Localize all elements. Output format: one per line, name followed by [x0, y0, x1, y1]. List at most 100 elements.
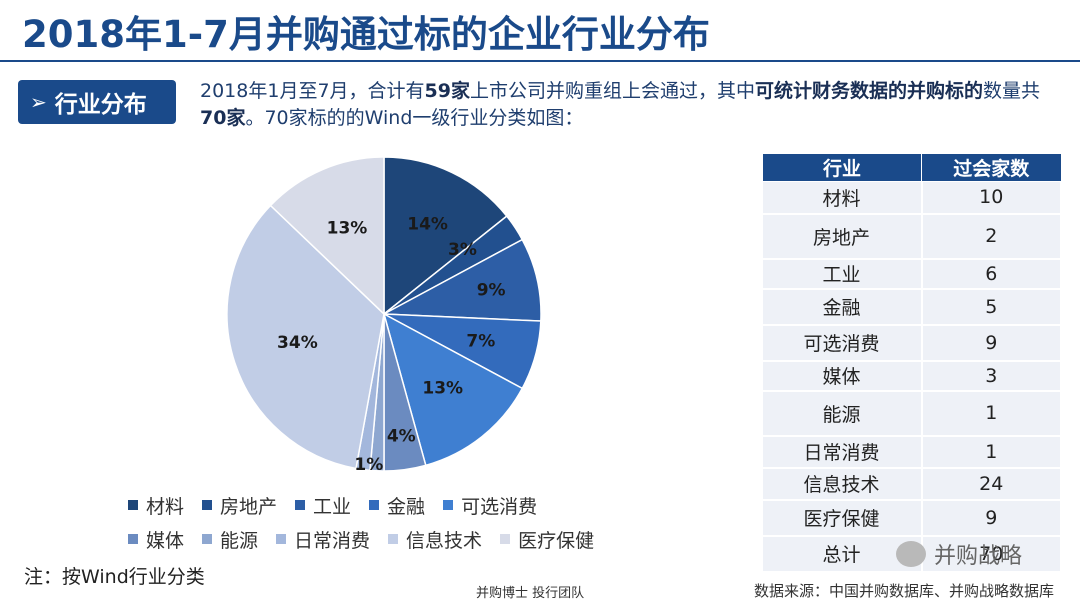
legend-swatch: [369, 500, 380, 510]
intro-bold-2: 可统计财务数据的并购标的: [755, 80, 984, 102]
legend-item: 信息技术: [388, 526, 482, 553]
intro-part-1: 2018年1月至7月，合计有: [200, 80, 425, 102]
intro-text: 2018年1月至7月，合计有59家上市公司并购重组上会通过，其中可统计财务数据的…: [200, 78, 1060, 132]
table-row: 医疗保健 9: [762, 499, 1062, 537]
footnote: 注：按Wind行业分类: [24, 566, 205, 588]
legend-swatch: [128, 534, 138, 544]
legend-row: 材料 房地产 工业 金融 可选消费: [128, 488, 658, 522]
count-cell: 1: [921, 390, 1062, 437]
pie-data-label: 13%: [327, 218, 368, 238]
page-title: 2018年1-7月并购通过标的企业行业分布: [22, 13, 710, 56]
count-cell: 9: [921, 324, 1062, 362]
intro-part-4: 。70家标的的Wind一级行业分类如图：: [245, 107, 584, 129]
table-row: 信息技术 24: [762, 467, 1062, 501]
pie-slice-10: [269, 156, 385, 316]
industry-cell: 可选消费: [762, 324, 923, 362]
table-row: 总计 70: [762, 535, 1062, 573]
pie-data-label: 9%: [477, 281, 506, 301]
table-header-count: 过会家数: [921, 153, 1062, 182]
watermark: 并购战略: [896, 538, 1022, 570]
pie-data-label: 7%: [466, 332, 495, 352]
industry-cell: 日常消费: [762, 435, 923, 469]
legend-swatch: [443, 500, 454, 510]
count-cell: 1: [921, 435, 1062, 469]
industry-cell: 信息技术: [762, 467, 923, 501]
industry-cell: 总计: [762, 535, 923, 573]
table-row: 材料 10: [762, 181, 1062, 215]
table-row: 媒体 3: [762, 360, 1062, 392]
legend-label: 房地产: [220, 495, 278, 518]
legend-item: 日常消费: [276, 526, 370, 553]
legend-swatch: [500, 534, 511, 544]
intro-bold-1: 59家: [424, 80, 470, 102]
pie-slices: [226, 156, 542, 472]
table-row: 金融 5: [762, 288, 1062, 326]
industry-cell: 房地产: [762, 213, 923, 260]
legend-label: 金融: [387, 495, 426, 518]
legend-swatch: [202, 534, 213, 544]
pie-data-label: 14%: [407, 214, 448, 234]
pie-data-label: 4%: [387, 427, 416, 447]
industry-cell: 材料: [762, 181, 923, 215]
legend-item: 可选消费: [443, 492, 537, 519]
legend-label: 信息技术: [406, 529, 483, 552]
pie-slice-9: [226, 204, 385, 470]
table-row: 房地产 2: [762, 213, 1062, 260]
legend-swatch: [128, 500, 138, 510]
pie-slice-5: [382, 312, 524, 467]
pie-data-label: 1%: [354, 455, 383, 475]
section-tag-label: 行业分布: [54, 92, 147, 118]
table-header-industry: 行业: [762, 153, 922, 182]
count-cell: 2: [921, 213, 1062, 260]
industry-cell: 工业: [762, 258, 923, 290]
legend-label: 工业: [313, 495, 352, 518]
legend-item: 医疗保健: [500, 526, 594, 553]
pie-chart: 14%3% 9% 7% 13% 4%1% 2% 34% 13%: [226, 156, 542, 485]
title-divider: [0, 60, 1080, 62]
count-cell: 70: [921, 535, 1062, 573]
legend-label: 媒体: [146, 529, 185, 552]
count-cell: 5: [921, 288, 1062, 326]
wechat-logo-icon: [896, 541, 926, 567]
chart-legend: 材料 房地产 工业 金融 可选消费 媒体 能源 日常消费 信息技术 医疗保健: [128, 488, 658, 556]
legend-swatch: [276, 534, 287, 544]
legend-label: 能源: [220, 529, 259, 552]
count-cell: 10: [921, 181, 1062, 215]
pie-slice-3: [381, 238, 542, 322]
table-row: 能源 1: [762, 390, 1062, 437]
count-cell: 3: [921, 360, 1062, 392]
table-row: 可选消费 9: [762, 324, 1062, 362]
legend-item: 能源: [202, 526, 258, 553]
count-cell: 6: [921, 258, 1062, 290]
industry-cell: 医疗保健: [762, 499, 923, 537]
count-cell: 24: [921, 467, 1062, 501]
industry-cell: 能源: [762, 390, 923, 437]
legend-item: 金融: [369, 492, 425, 519]
table-header-row: 行业 过会家数: [762, 153, 1062, 182]
watermark-text: 并购战略: [934, 544, 1023, 569]
industry-cell: 媒体: [762, 360, 923, 392]
intro-part-3: 数量共: [983, 80, 1041, 102]
pie-data-label: 34%: [277, 333, 318, 353]
intro-part-2: 上市公司并购重组上会通过，其中: [469, 80, 755, 102]
intro-bold-3: 70家: [200, 107, 246, 129]
pie-labels: 14%3% 9% 7% 13% 4%1% 2% 34% 13%: [277, 214, 506, 485]
footer-credit: 并购博士 投行团队: [476, 586, 585, 601]
legend-swatch: [295, 500, 306, 510]
pie-data-label: 13%: [422, 379, 463, 399]
table-row: 工业 6: [762, 258, 1062, 290]
pie-data-label: 3%: [448, 240, 477, 260]
legend-item: 材料: [128, 492, 184, 519]
industry-table: 行业 过会家数 材料 10 房地产 2 工业 6 金融 5 可选消费 9 媒体 3 能源 1 日常消费 1 信息…: [762, 153, 1062, 573]
legend-label: 医疗保健: [518, 529, 595, 552]
pie-slice-1: [383, 156, 508, 316]
legend-item: 房地产: [202, 492, 277, 519]
chevron-right-icon: ➢: [30, 90, 47, 114]
industry-cell: 金融: [762, 288, 923, 326]
legend-swatch: [388, 534, 399, 544]
table-body: 材料 10 房地产 2 工业 6 金融 5 可选消费 9 媒体 3 能源 1 日常消费 1 信息技术 24 医疗保健…: [762, 181, 1062, 573]
data-source: 数据来源：中国并购数据库、并购战略数据库: [754, 582, 1055, 600]
legend-swatch: [202, 500, 213, 510]
legend-item: 媒体: [128, 526, 184, 553]
legend-label: 可选消费: [461, 495, 538, 518]
